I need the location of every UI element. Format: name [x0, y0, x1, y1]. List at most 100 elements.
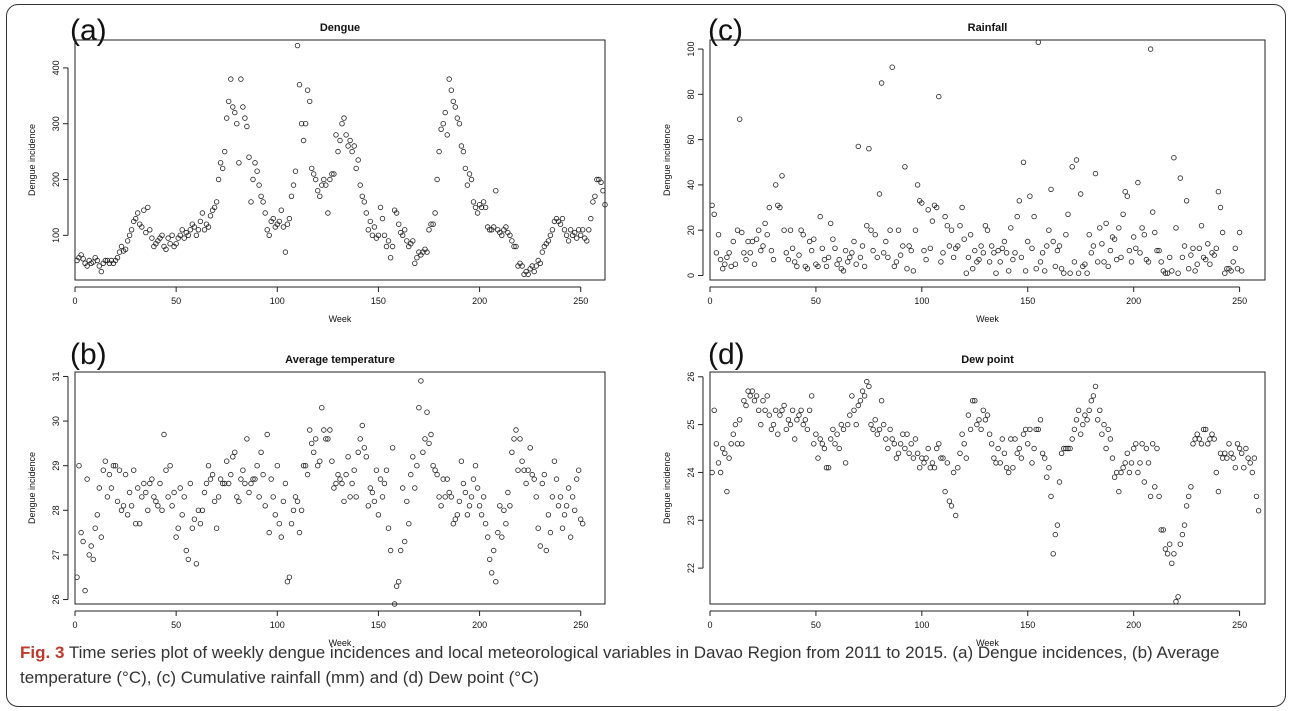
data-point	[400, 232, 406, 238]
data-point	[1016, 198, 1022, 204]
data-point	[252, 160, 258, 166]
data-point	[576, 467, 582, 473]
data-point	[155, 503, 161, 509]
data-point	[1069, 164, 1075, 170]
data-point	[242, 115, 248, 121]
data-point	[1058, 450, 1065, 456]
data-point	[1109, 455, 1116, 461]
x-axis-label: Week	[976, 638, 999, 648]
data-point	[756, 227, 762, 233]
data-point	[304, 471, 311, 478]
data-point	[464, 512, 471, 518]
data-point	[849, 393, 855, 399]
data-point	[806, 407, 813, 413]
data-point	[783, 426, 789, 433]
data-point	[785, 256, 792, 263]
data-point	[191, 224, 198, 230]
data-point	[86, 552, 92, 558]
data-point	[331, 171, 337, 177]
data-point	[1069, 436, 1075, 442]
data-point	[319, 405, 325, 411]
data-point	[819, 441, 825, 447]
data-point	[375, 512, 382, 518]
data-point	[173, 240, 179, 247]
x-tick-label: 200	[1126, 620, 1141, 630]
data-point	[456, 498, 463, 505]
data-point	[139, 224, 145, 230]
data-point	[1122, 460, 1128, 466]
data-point	[126, 489, 133, 496]
data-point	[900, 243, 906, 249]
data-point	[491, 224, 497, 230]
x-tick-label: 100	[270, 620, 285, 630]
data-point	[335, 471, 341, 478]
data-point	[806, 238, 813, 245]
data-point	[978, 426, 984, 433]
y-tick-label: 25	[686, 420, 696, 430]
data-point	[1128, 259, 1135, 265]
y-tick-label: 300	[51, 116, 61, 131]
data-point	[984, 412, 991, 418]
data-point	[1029, 245, 1035, 251]
data-point	[339, 120, 345, 127]
data-point	[804, 426, 811, 433]
data-point	[393, 210, 400, 216]
data-point	[1090, 243, 1097, 249]
data-point	[991, 455, 997, 461]
data-point	[478, 512, 485, 518]
data-point	[124, 512, 131, 518]
data-point	[1222, 270, 1228, 276]
data-point	[942, 488, 948, 495]
data-point	[1249, 469, 1255, 476]
data-point	[450, 98, 456, 105]
data-point	[946, 243, 953, 249]
data-point	[819, 245, 825, 251]
data-point	[1111, 474, 1118, 480]
data-point	[541, 471, 547, 478]
data-point	[112, 463, 119, 469]
data-point	[205, 463, 212, 469]
data-point	[762, 407, 768, 413]
data-point	[965, 254, 972, 261]
data-point	[201, 489, 208, 496]
data-point	[923, 256, 929, 263]
data-point	[355, 157, 361, 163]
data-point	[1010, 465, 1016, 471]
data-point	[100, 467, 106, 473]
data-point	[885, 445, 891, 452]
data-point	[387, 547, 394, 554]
data-point	[515, 467, 521, 473]
data-point	[1164, 551, 1171, 557]
data-point	[574, 476, 580, 482]
data-point	[507, 232, 513, 238]
data-point	[1075, 407, 1082, 413]
data-point	[794, 417, 800, 423]
data-point	[396, 579, 402, 585]
data-point	[1149, 441, 1156, 447]
data-point	[885, 254, 891, 261]
data-point	[288, 521, 295, 527]
data-point	[840, 268, 847, 274]
data-point	[446, 489, 452, 496]
data-point	[734, 227, 741, 233]
data-point	[422, 436, 428, 442]
data-point	[547, 529, 554, 536]
data-point	[383, 467, 390, 473]
data-point	[887, 227, 893, 233]
data-point	[213, 525, 220, 531]
data-point	[1052, 263, 1058, 270]
data-point	[976, 417, 982, 423]
data-point	[1126, 469, 1133, 476]
data-point	[851, 238, 857, 245]
data-point	[1054, 247, 1061, 254]
data-point	[327, 176, 333, 183]
data-point	[787, 421, 794, 428]
data-point	[934, 445, 940, 452]
data-point	[311, 449, 317, 455]
data-point	[410, 454, 416, 460]
data-point	[503, 224, 509, 230]
data-point	[1162, 270, 1169, 276]
data-point	[948, 227, 955, 233]
data-point	[1194, 431, 1200, 437]
